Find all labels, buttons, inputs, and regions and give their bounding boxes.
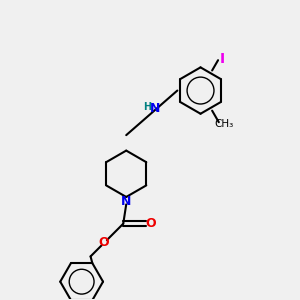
Text: I: I (220, 52, 225, 66)
Text: O: O (146, 217, 156, 230)
Text: CH₃: CH₃ (214, 119, 234, 129)
Text: O: O (99, 236, 109, 249)
Text: N: N (121, 195, 131, 208)
Text: N: N (150, 102, 160, 115)
Text: H: H (143, 102, 152, 112)
